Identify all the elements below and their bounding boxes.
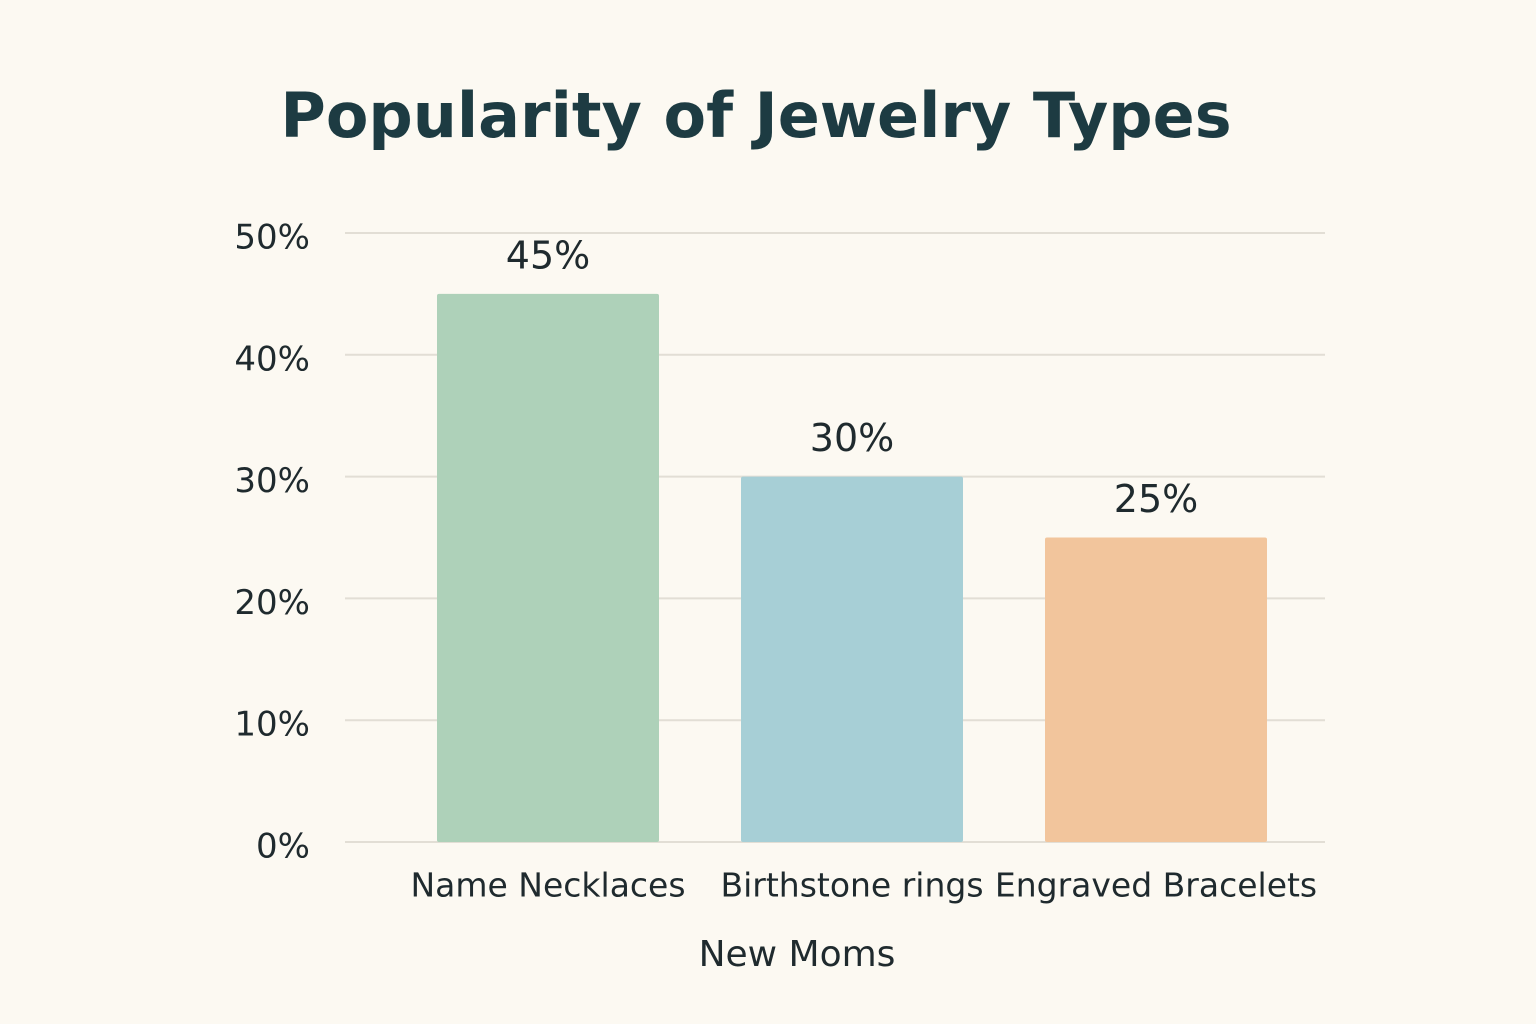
bar: [437, 293, 659, 842]
x-tick-label: Name Necklaces: [410, 866, 685, 905]
x-tick-label: Engraved Bracelets: [995, 866, 1317, 905]
data-label: 45%: [506, 233, 590, 277]
y-tick-label: 50%: [234, 218, 310, 258]
x-tick-label: Birthstone rings: [720, 866, 983, 905]
x-axis-label: New Moms: [699, 934, 896, 975]
data-label: 30%: [810, 416, 894, 460]
y-tick-label: 0%: [256, 827, 310, 867]
data-label: 25%: [1114, 477, 1198, 521]
y-tick-label: 10%: [234, 705, 310, 745]
bar: [1045, 537, 1267, 842]
chart-title: Popularity of Jewelry Types: [280, 79, 1231, 152]
y-tick-label: 30%: [234, 461, 310, 501]
y-tick-label: 20%: [234, 583, 310, 623]
bar: [741, 476, 963, 842]
y-tick-label: 40%: [234, 339, 310, 379]
